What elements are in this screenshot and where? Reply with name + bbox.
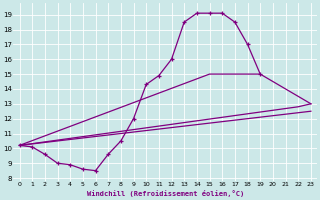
X-axis label: Windchill (Refroidissement éolien,°C): Windchill (Refroidissement éolien,°C) [87,190,244,197]
